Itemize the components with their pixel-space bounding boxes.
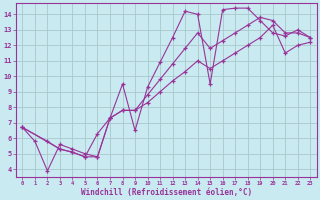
- X-axis label: Windchill (Refroidissement éolien,°C): Windchill (Refroidissement éolien,°C): [81, 188, 252, 197]
